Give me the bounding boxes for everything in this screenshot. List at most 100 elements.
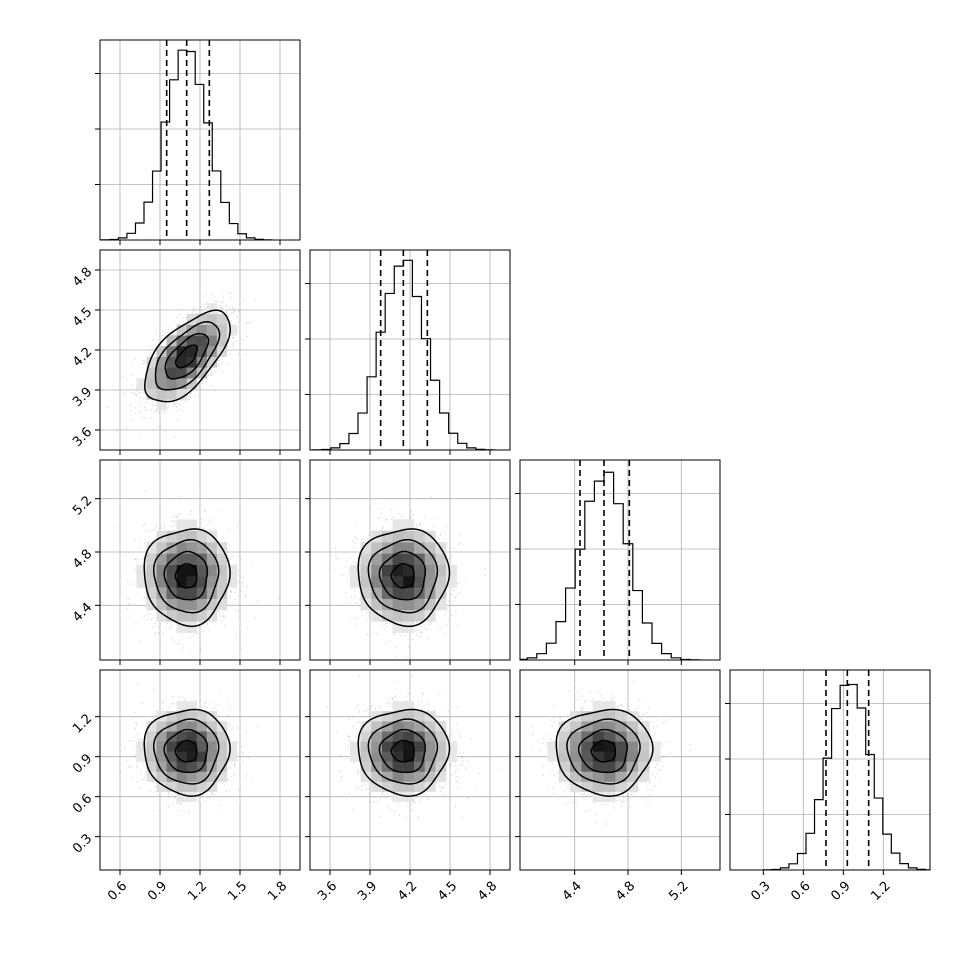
contour-2sigma xyxy=(144,309,231,403)
density-cell xyxy=(435,553,447,565)
density-cell xyxy=(392,701,404,712)
density-cell xyxy=(216,598,228,611)
density-cell xyxy=(216,335,228,347)
density-cell xyxy=(371,553,383,565)
density-cell xyxy=(381,564,393,577)
y-tick-label: 3.6 xyxy=(70,425,95,450)
density-cell xyxy=(547,751,560,762)
density-cell xyxy=(360,576,372,588)
density-cell xyxy=(146,771,157,782)
density-cell xyxy=(435,761,447,772)
density-cell xyxy=(146,367,157,379)
density-cell xyxy=(206,587,218,599)
panel-frame xyxy=(519,669,721,871)
density-cell xyxy=(146,761,157,772)
density-cell xyxy=(403,530,415,543)
density-cell xyxy=(206,576,218,588)
density-cell xyxy=(226,564,238,577)
density-cell xyxy=(196,345,208,357)
density-cell xyxy=(136,564,147,577)
density-cell xyxy=(435,576,447,588)
contour-1sigma xyxy=(378,728,427,774)
density-cell xyxy=(392,741,404,752)
x-tick-label: 4.8 xyxy=(475,879,500,904)
density-cell xyxy=(206,313,218,325)
density-cell xyxy=(581,781,593,792)
density-cell xyxy=(570,741,582,752)
contour-1.5sigma xyxy=(154,321,221,391)
density-cell xyxy=(615,721,627,732)
x-tick-label: 1.2 xyxy=(868,879,893,904)
density-cell xyxy=(206,721,218,732)
density-cell xyxy=(392,553,404,565)
density-cell xyxy=(156,553,167,565)
density-cell xyxy=(424,741,436,752)
density-cell xyxy=(581,711,593,722)
density-cell xyxy=(226,576,238,588)
density-cell xyxy=(626,721,639,732)
density-cell xyxy=(626,741,639,752)
contour-1.5sigma xyxy=(152,538,220,614)
density-cell xyxy=(156,721,167,732)
density-cell xyxy=(176,781,187,792)
density-cell xyxy=(360,587,372,599)
density-cell xyxy=(186,701,198,712)
density-cell xyxy=(176,378,187,390)
density-cell xyxy=(136,576,147,588)
histogram-4 xyxy=(762,683,930,870)
density-cell xyxy=(403,553,415,565)
y-tick-label: 4.2 xyxy=(70,345,95,370)
density-cell xyxy=(186,761,198,772)
density-cell xyxy=(414,761,426,772)
hist-panel-2 xyxy=(305,249,511,451)
hist-panel-3 xyxy=(515,459,721,661)
density-cell xyxy=(166,751,177,762)
density-cell xyxy=(176,519,187,532)
density-cell xyxy=(216,576,228,588)
contour-1.5sigma xyxy=(152,718,220,785)
density-cell xyxy=(146,576,157,588)
density-cell xyxy=(166,356,177,368)
density-cell xyxy=(424,576,436,588)
density-cell xyxy=(196,751,208,762)
density-cell xyxy=(176,367,187,379)
density-cell xyxy=(156,542,167,554)
density-cell xyxy=(176,731,187,742)
density-cell xyxy=(424,751,436,762)
density-cell xyxy=(176,791,187,802)
density-cell xyxy=(392,771,404,782)
density-cell xyxy=(424,771,436,782)
density-cell xyxy=(166,609,177,622)
density-cell xyxy=(156,731,167,742)
density-cell xyxy=(615,771,627,782)
density-cell xyxy=(186,519,198,532)
density-cell xyxy=(604,701,616,712)
density-cell xyxy=(186,576,198,588)
density-cell xyxy=(424,781,436,792)
density-cell xyxy=(166,576,177,588)
density-cell xyxy=(176,721,187,732)
density-cell xyxy=(371,564,383,577)
density-cell xyxy=(403,751,415,762)
contour-2sigma xyxy=(555,708,654,797)
density-cell xyxy=(547,741,560,752)
density-cell xyxy=(156,388,167,400)
density-cell xyxy=(424,542,436,554)
density-cell xyxy=(146,388,157,400)
density-cell xyxy=(392,598,404,611)
density-cell xyxy=(206,741,218,752)
density-cell xyxy=(166,367,177,379)
density-cell xyxy=(196,711,208,722)
density-cell xyxy=(570,761,582,772)
density-cell xyxy=(166,378,177,390)
density-cell xyxy=(196,587,208,599)
density-cell xyxy=(381,751,393,762)
density-cell xyxy=(371,731,383,742)
density-cell xyxy=(166,711,177,722)
contour-1sigma xyxy=(577,728,629,774)
density-cell xyxy=(592,711,605,722)
density-cell xyxy=(604,711,616,722)
density-cell xyxy=(146,741,157,752)
y-tick-label: 3.9 xyxy=(70,385,95,410)
density-cell xyxy=(206,303,218,315)
